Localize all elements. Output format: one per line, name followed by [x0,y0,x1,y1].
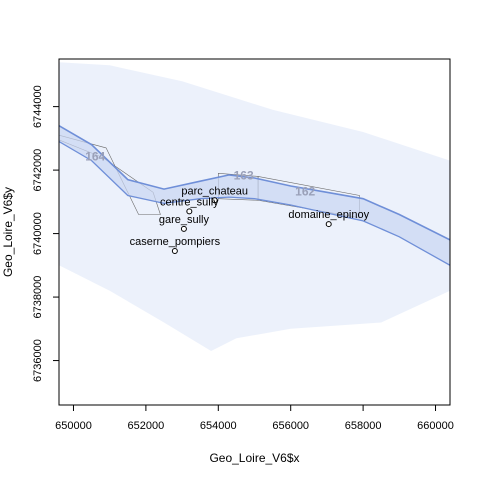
y-tick-label: 6738000 [32,276,44,319]
zone-label: 162 [295,184,315,198]
y-tick-label: 6740000 [32,212,44,255]
y-tick-label: 6744000 [32,85,44,128]
data-point-label: domaine_epinoy [288,209,369,221]
y-tick-label: 6736000 [32,339,44,382]
y-axis-title: Geo_Loire_V6$y [1,187,15,277]
x-axis-title: Geo_Loire_V6$x [209,451,299,465]
zone-label: 164 [85,150,105,164]
data-point-label: gare_sully [159,214,210,226]
x-axis: 650000 652000 654000 656000 658000 660000 [55,405,454,432]
y-axis: 6736000 6738000 6740000 6742000 6744000 [32,85,59,382]
x-tick-label: 654000 [200,420,237,432]
zone-label: 163 [234,169,254,183]
data-point-label: caserne_pompiers [130,236,221,248]
halo-layer [59,62,450,351]
data-point [326,222,331,227]
data-point-label: centre_sully [160,196,219,208]
halo-area [59,62,450,351]
data-point [172,249,177,254]
x-tick-label: 652000 [128,420,165,432]
data-point [181,226,186,231]
x-tick-label: 658000 [345,420,382,432]
x-tick-label: 660000 [417,420,454,432]
x-tick-label: 650000 [55,420,92,432]
y-tick-label: 6742000 [32,149,44,192]
x-tick-label: 656000 [272,420,309,432]
